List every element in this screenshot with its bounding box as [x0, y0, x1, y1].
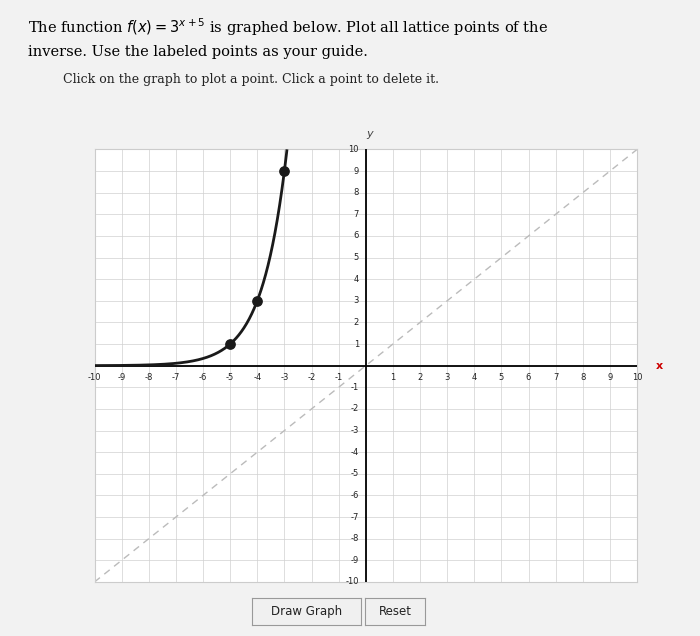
Text: -6: -6 [351, 491, 359, 500]
Text: -10: -10 [88, 373, 102, 382]
Text: Draw Graph: Draw Graph [271, 605, 342, 618]
Text: 1: 1 [354, 340, 359, 349]
Text: 8: 8 [580, 373, 585, 382]
Text: -1: -1 [335, 373, 343, 382]
Text: 10: 10 [349, 145, 359, 154]
Text: Click on the graph to plot a point. Click a point to delete it.: Click on the graph to plot a point. Clic… [63, 73, 439, 86]
Text: 6: 6 [526, 373, 531, 382]
Text: Reset: Reset [379, 605, 412, 618]
Text: -4: -4 [351, 448, 359, 457]
Point [279, 166, 290, 176]
Text: 4: 4 [354, 275, 359, 284]
Text: 5: 5 [498, 373, 504, 382]
Point [252, 296, 263, 306]
Text: -8: -8 [351, 534, 359, 543]
Text: 7: 7 [354, 210, 359, 219]
Text: 5: 5 [354, 253, 359, 262]
Text: x: x [656, 361, 663, 371]
Text: 4: 4 [472, 373, 477, 382]
Text: -9: -9 [351, 556, 359, 565]
Text: The function $f(x) = 3^{x+5}$ is graphed below. Plot all lattice points of the: The function $f(x) = 3^{x+5}$ is graphed… [28, 16, 548, 38]
Text: -7: -7 [172, 373, 180, 382]
Text: 6: 6 [354, 232, 359, 240]
Text: 2: 2 [354, 318, 359, 327]
Text: -3: -3 [351, 426, 359, 435]
Text: -9: -9 [118, 373, 126, 382]
Text: -5: -5 [226, 373, 234, 382]
Text: 9: 9 [354, 167, 359, 176]
Text: 1: 1 [391, 373, 395, 382]
Text: 7: 7 [553, 373, 559, 382]
Text: 3: 3 [354, 296, 359, 305]
Text: 3: 3 [444, 373, 450, 382]
Text: -2: -2 [351, 404, 359, 413]
Text: 9: 9 [608, 373, 612, 382]
Text: 2: 2 [417, 373, 423, 382]
Text: -5: -5 [351, 469, 359, 478]
Text: -4: -4 [253, 373, 261, 382]
Text: y: y [367, 128, 373, 139]
Text: -7: -7 [351, 513, 359, 522]
Text: -6: -6 [199, 373, 207, 382]
Point [225, 339, 236, 349]
Text: 8: 8 [354, 188, 359, 197]
Text: -3: -3 [280, 373, 288, 382]
Text: -10: -10 [346, 577, 359, 586]
Text: -2: -2 [307, 373, 316, 382]
Text: -1: -1 [351, 383, 359, 392]
Text: inverse. Use the labeled points as your guide.: inverse. Use the labeled points as your … [28, 45, 368, 59]
Text: -8: -8 [145, 373, 153, 382]
Text: 10: 10 [631, 373, 643, 382]
